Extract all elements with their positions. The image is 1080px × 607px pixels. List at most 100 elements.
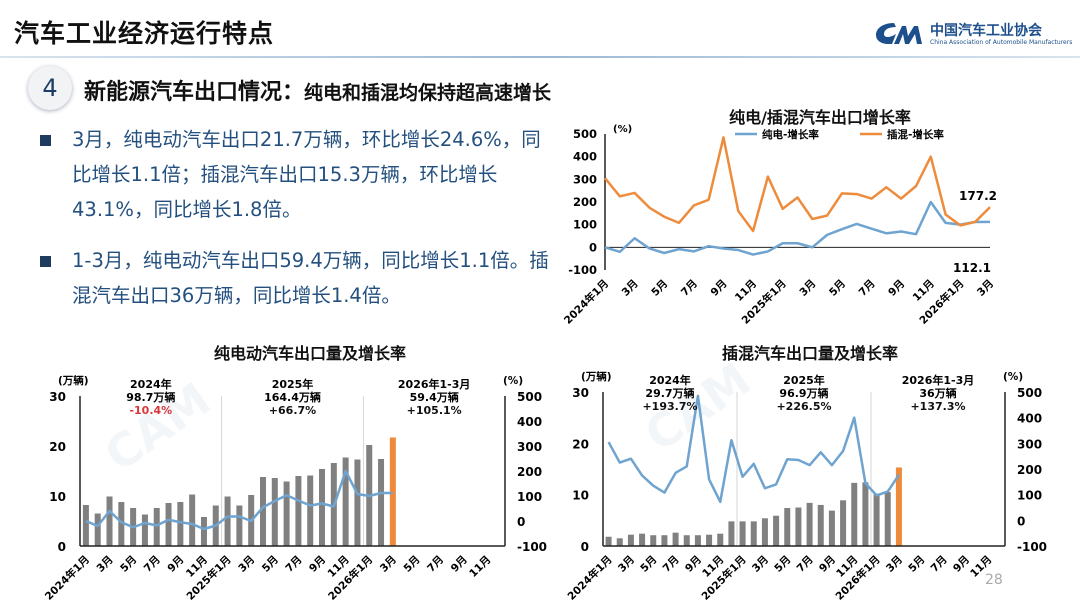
x-tick-label: 5月	[638, 554, 659, 575]
x-tick-label: 3月	[750, 554, 771, 575]
y-tick-label-left: 30	[572, 386, 589, 400]
y-tick-label: 300	[573, 172, 597, 186]
bar	[862, 482, 869, 546]
annotation-volume: 164.4万辆	[264, 390, 321, 404]
y-axis-unit-right: (%)	[503, 375, 523, 387]
x-tick-label: 3月	[95, 554, 116, 575]
bar	[118, 502, 125, 546]
bar	[82, 505, 89, 546]
bar	[650, 535, 657, 546]
bar	[851, 482, 858, 546]
bar-latest	[895, 467, 902, 546]
x-tick-label: 2024年1月	[561, 277, 611, 327]
bar	[106, 496, 113, 546]
y-tick-label-right: 300	[1017, 437, 1042, 451]
bar	[378, 459, 385, 546]
x-tick-label: 7月	[283, 554, 304, 575]
y-tick-label: 0	[589, 240, 597, 254]
bar	[307, 475, 314, 546]
x-tick-label: 9月	[886, 278, 907, 299]
bar	[728, 521, 735, 546]
y-axis-unit-left: (万辆)	[581, 370, 612, 383]
bar	[319, 469, 326, 546]
caam-logo-icon	[876, 23, 922, 44]
bar	[661, 535, 668, 546]
x-tick-label: 2024年1月	[42, 553, 92, 603]
x-tick-label: 11月	[911, 278, 937, 304]
bar	[795, 507, 802, 546]
x-tick-label: 7月	[425, 554, 446, 575]
annotation-growth: +226.5%	[776, 400, 831, 413]
logo-text: 中国汽车工业协会	[930, 23, 1042, 39]
x-tick-label: 7月	[679, 278, 700, 299]
bar	[694, 535, 701, 546]
bar-latest	[389, 437, 396, 546]
x-tick-label: 3月	[797, 278, 818, 299]
x-tick-label: 7月	[929, 554, 950, 575]
caam-logo: 中国汽车工业协会 China Association of Automobile…	[874, 18, 1072, 50]
y-tick-label-right: 0	[1017, 514, 1025, 528]
bar	[259, 477, 266, 546]
x-tick-label: 11月	[467, 554, 493, 580]
bar	[165, 503, 172, 546]
x-tick-label: 7月	[661, 554, 682, 575]
bar	[873, 493, 880, 546]
bar	[342, 457, 349, 546]
slide-title: 汽车工业经济运行特点	[14, 19, 275, 48]
x-tick-label: 5月	[906, 554, 927, 575]
x-tick-label: 3月	[884, 554, 905, 575]
x-tick-label: 5月	[118, 554, 139, 575]
bar	[806, 502, 813, 546]
y-tick-label-right: 200	[1017, 463, 1042, 477]
series-line-0	[604, 200, 991, 256]
bullet-square-icon	[40, 256, 51, 267]
bar	[295, 476, 302, 546]
x-tick-label: 7月	[795, 554, 816, 575]
bar	[616, 538, 623, 546]
annotation-growth: +66.7%	[269, 404, 316, 417]
annotation-volume: 59.4万辆	[410, 390, 459, 404]
bev-export-chart: 0 10 20 30 -100 0 100 200 300 400 500 (万辆) (%) 2024年9…	[42, 374, 547, 603]
bar	[706, 534, 713, 546]
bar	[773, 515, 780, 546]
data-label: 112.1	[953, 261, 991, 275]
y-tick-label-left: 0	[58, 540, 66, 554]
x-tick-label: 7月	[857, 278, 878, 299]
bar	[283, 481, 290, 546]
bar	[817, 504, 824, 546]
growth-rate-chart: -100 0 100 200 300 400 500 (%) 纯电-增长率 插混-增长率 177.2…	[561, 124, 997, 327]
annotation-year: 2025年	[783, 373, 825, 387]
bullet-item: 1-3月，纯电动汽车出口59.4万辆，同比增长1.1倍。插混汽车出口36万辆，同…	[40, 243, 550, 313]
annotation-year: 2024年	[649, 373, 691, 387]
annotation-year: 2024年	[130, 377, 172, 391]
x-tick-label: 5月	[827, 278, 848, 299]
growth-line	[85, 469, 393, 531]
phev-chart-title: 插混汽车出口量及增长率	[721, 344, 898, 363]
bar	[236, 505, 243, 546]
y-tick-label-left: 30	[49, 390, 66, 404]
x-tick-label: 5月	[401, 554, 422, 575]
bar	[750, 521, 757, 546]
bar	[224, 496, 231, 546]
section-number-badge: 4	[28, 66, 72, 110]
logo-subtext: China Association of Automobile Manufact…	[930, 39, 1073, 46]
bar	[177, 502, 184, 546]
series-line-1	[604, 136, 991, 233]
y-tick-label: 500	[573, 127, 597, 141]
y-tick-label-left: 20	[572, 437, 589, 451]
x-tick-label: 7月	[142, 554, 163, 575]
bullet-text: 1-3月，纯电动汽车出口59.4万辆，同比增长1.1倍。插混汽车出口36万辆，同…	[72, 249, 549, 307]
section-heading-main: 新能源汽车出口情况：	[84, 80, 305, 105]
x-tick-label: 3月	[975, 278, 996, 299]
bev-chart-title: 纯电动汽车出口量及增长率	[213, 344, 406, 363]
annotation-growth: +137.3%	[910, 400, 965, 413]
y-axis-unit-right: (%)	[1003, 371, 1023, 383]
bar	[739, 521, 746, 546]
bullet-square-icon	[40, 135, 51, 146]
y-tick-label-right: 100	[517, 490, 542, 504]
y-tick-label-right: 400	[517, 415, 542, 429]
page-number: 28	[985, 572, 1003, 588]
x-tick-label: 5月	[260, 554, 281, 575]
x-tick-label: 3月	[236, 554, 257, 575]
bullet-item: 3月，纯电动汽车出口21.7万辆，环比增长24.6%，同比增长1.1倍；插混汽车…	[40, 122, 550, 227]
